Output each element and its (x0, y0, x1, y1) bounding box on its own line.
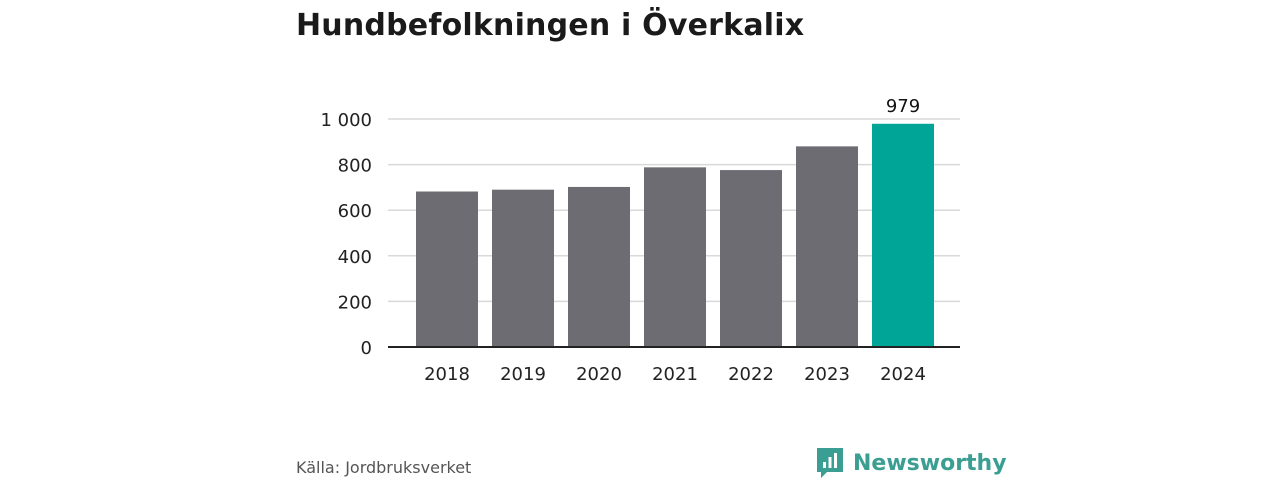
bar-2019 (492, 189, 554, 347)
y-tick-label: 600 (338, 201, 372, 222)
x-tick-label: 2018 (424, 364, 470, 385)
y-tick-label: 800 (338, 156, 372, 177)
x-axis-ticks: 2018 2019 2020 2021 2022 2023 2024 (388, 346, 960, 385)
brand-name: Newsworthy (853, 450, 1007, 476)
x-tick-label: 2020 (576, 364, 622, 385)
bar-2021 (644, 167, 706, 347)
y-tick-label: 1 000 (320, 110, 372, 131)
x-tick-label: 2021 (652, 364, 698, 385)
source-note: Källa: Jordbruksverket (296, 458, 472, 477)
x-tick-label: 2023 (804, 364, 850, 385)
newsworthy-logo-icon (817, 448, 843, 478)
x-tick-label: 2022 (728, 364, 774, 385)
bar-2018 (416, 191, 478, 347)
bar-2020 (568, 186, 630, 347)
y-tick-label: 400 (338, 247, 372, 268)
bar-value-label: 979 (886, 96, 920, 117)
y-axis-ticks: 0 200 400 600 800 1 000 (320, 110, 372, 359)
y-tick-label: 200 (338, 292, 372, 313)
y-tick-label: 0 (361, 338, 372, 359)
data-labels: 979 (886, 96, 920, 117)
bars (416, 123, 934, 348)
bar-2024 (872, 123, 934, 348)
bar-2023 (796, 146, 858, 347)
chart-title: Hundbefolkningen i Överkalix (296, 8, 805, 43)
x-tick-label: 2019 (500, 364, 546, 385)
brand: Newsworthy (815, 446, 1007, 480)
x-tick-label: 2024 (880, 364, 926, 385)
bar-2022 (720, 170, 782, 347)
